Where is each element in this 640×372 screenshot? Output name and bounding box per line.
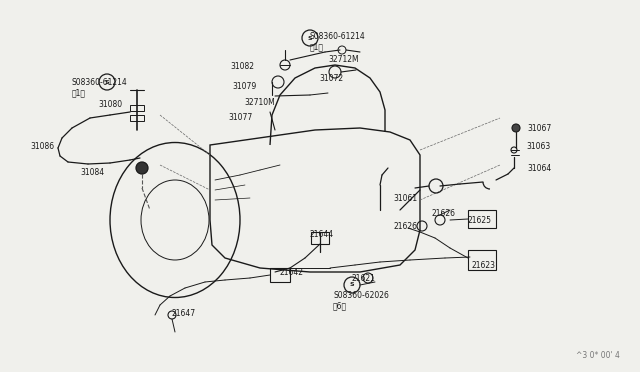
Text: 21626: 21626 [432,209,456,218]
Text: 21642: 21642 [279,268,303,277]
Text: 31084: 31084 [80,168,104,177]
Text: 32712M: 32712M [328,55,358,64]
Bar [130,115,144,121]
Bar [130,105,144,111]
Text: 21625: 21625 [468,216,492,225]
Text: 21621: 21621 [352,274,376,283]
Text: 31063: 31063 [526,142,550,151]
Text: 21647: 21647 [172,309,196,318]
Text: 31079: 31079 [232,82,256,91]
Text: S08360-62026
（6）: S08360-62026 （6） [333,291,389,310]
Bar [270,268,290,282]
Text: 21623: 21623 [471,261,495,270]
Text: 31080: 31080 [98,100,122,109]
Text: 31067: 31067 [527,124,551,133]
Text: 31086: 31086 [30,142,54,151]
Text: 31077: 31077 [228,113,252,122]
Text: 31064: 31064 [527,164,551,173]
Bar [468,250,496,270]
Text: 31082: 31082 [230,62,254,71]
Text: 21626: 21626 [393,222,417,231]
Circle shape [136,162,148,174]
Circle shape [512,124,520,132]
Text: ^3 0* 00' 4: ^3 0* 00' 4 [576,351,620,360]
Text: 32710M: 32710M [244,98,275,107]
Text: 31072: 31072 [319,74,343,83]
Bar [311,232,329,244]
Text: 21644: 21644 [309,230,333,239]
Text: S: S [308,35,312,41]
Bar [468,210,496,228]
Text: S: S [349,282,355,288]
Text: S08360-61214
（1）: S08360-61214 （1） [310,32,365,51]
Text: S: S [105,80,109,84]
Text: 31061: 31061 [393,194,417,203]
Text: S08360-61214
（1）: S08360-61214 （1） [72,78,128,97]
